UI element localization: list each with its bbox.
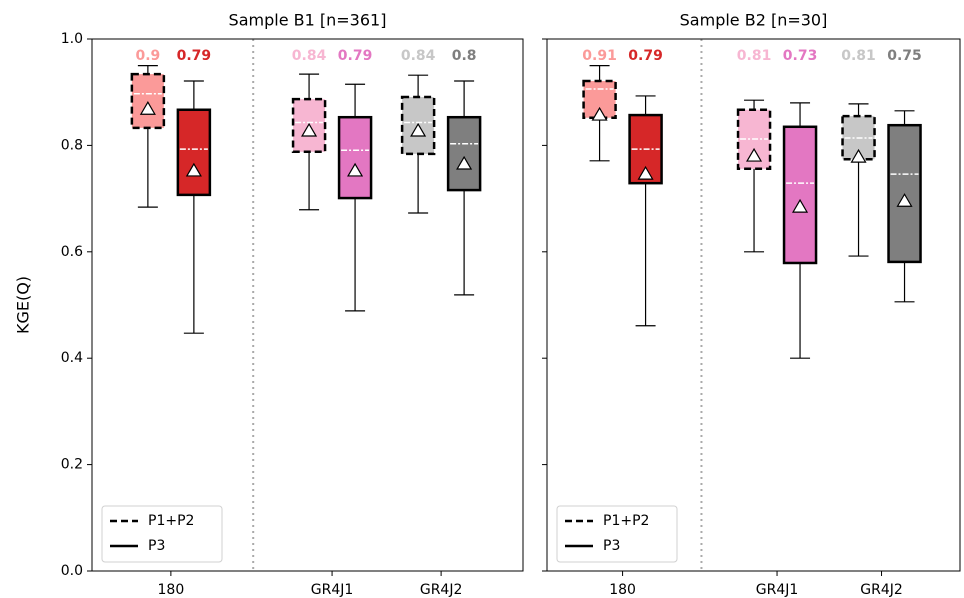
mean-marker (139, 101, 156, 115)
box (782, 125, 818, 265)
mean-marker (591, 106, 608, 121)
value-label: 0.75 (887, 48, 922, 64)
value-label: 0.81 (737, 48, 772, 64)
y-tick-label: 0.2 (61, 457, 83, 473)
value-label: 0.73 (783, 48, 818, 64)
value-label: 0.9 (135, 48, 160, 64)
value-label: 0.79 (628, 48, 663, 64)
legend-label: P1+P2 (148, 513, 194, 529)
x-tick-label: GR4J1 (311, 582, 354, 598)
mean-marker (637, 165, 654, 180)
box-group (736, 99, 772, 253)
box (446, 115, 482, 192)
x-tick-label: 180 (609, 582, 636, 598)
mean-marker (185, 162, 202, 177)
y-tick-label: 0.8 (61, 137, 83, 153)
box-group (887, 110, 922, 303)
value-label: 0.79 (177, 48, 212, 64)
mean-marker (745, 147, 763, 162)
x-tick-label: GR4J1 (756, 582, 799, 598)
box-group (782, 102, 818, 359)
box-group (337, 83, 373, 312)
x-tick-label: 180 (158, 582, 185, 598)
legend-label: P3 (603, 538, 620, 554)
value-label: 0.79 (338, 48, 373, 64)
mean-marker (896, 193, 913, 207)
box (582, 79, 617, 119)
box-group (841, 103, 876, 257)
value-label: 0.8 (452, 48, 477, 64)
y-tick-label: 0.6 (61, 244, 83, 260)
box-group (291, 73, 327, 211)
box-group (130, 64, 166, 208)
box-group (400, 74, 436, 214)
x-tick-label: GR4J2 (860, 582, 903, 598)
box-group (628, 95, 663, 327)
box (130, 72, 166, 130)
y-tick-label: 0.0 (61, 563, 83, 579)
mean-marker (456, 155, 473, 170)
mean-marker (791, 198, 809, 213)
x-tick-label: GR4J2 (420, 582, 463, 598)
box-group (176, 80, 212, 334)
value-label: 0.84 (401, 48, 436, 64)
value-label: 0.81 (841, 48, 876, 64)
box-group (582, 64, 617, 162)
panel-title: Sample B2 [n=30] (680, 11, 828, 30)
value-label: 0.84 (292, 48, 327, 64)
axes-frame (91, 38, 524, 572)
box (176, 108, 212, 197)
box (337, 115, 373, 200)
mean-marker (850, 148, 867, 163)
y-tick-label: 0.4 (61, 350, 83, 366)
panel-title: Sample B1 [n=361] (229, 11, 387, 30)
mean-marker (410, 122, 427, 137)
y-tick-label: 1.0 (61, 31, 83, 47)
axes-frame (546, 38, 961, 572)
value-label: 0.91 (582, 48, 617, 64)
y-axis-label: KGE(Q) (14, 276, 33, 334)
legend-label: P3 (148, 538, 165, 554)
box-group (446, 80, 482, 296)
mean-marker (347, 162, 364, 177)
legend-label: P1+P2 (603, 513, 649, 529)
mean-marker (301, 122, 318, 137)
